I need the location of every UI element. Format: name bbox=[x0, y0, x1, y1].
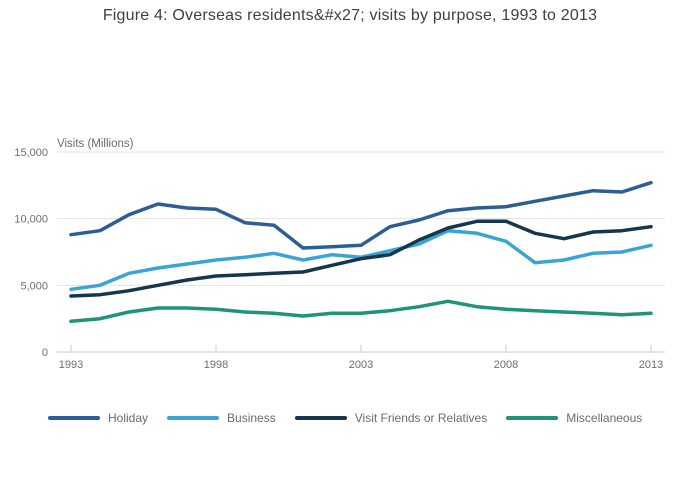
legend-swatch-visit-friends-or-relatives bbox=[294, 416, 347, 420]
y-tick-label: 10,000 bbox=[14, 214, 48, 226]
legend-label: Miscellaneous bbox=[566, 411, 643, 425]
chart-legend: Holiday Business Visit Friends or Relative… bbox=[48, 411, 661, 425]
legend-item-miscellaneous: Miscellaneous bbox=[506, 411, 642, 425]
legend-item-business: Business bbox=[167, 411, 276, 425]
x-tick-label: 2003 bbox=[349, 359, 373, 371]
legend-swatch-miscellaneous bbox=[506, 416, 559, 420]
x-tick-label: 2013 bbox=[639, 359, 663, 371]
legend-swatch-holiday bbox=[48, 416, 100, 420]
y-tick-label: 15,000 bbox=[14, 147, 48, 159]
x-tick-label: 1998 bbox=[204, 359, 228, 371]
series-line-visit-friends-or-relatives bbox=[69, 219, 653, 298]
legend-item-holiday: Holiday bbox=[48, 411, 148, 425]
y-tick-label: 0 bbox=[42, 347, 48, 359]
legend-label: Business bbox=[227, 411, 276, 425]
y-tick-label: 5,000 bbox=[20, 280, 48, 292]
series-line-miscellaneous bbox=[69, 299, 653, 324]
legend-label: Holiday bbox=[108, 411, 149, 425]
legend-swatch-business bbox=[167, 416, 220, 420]
chart-title: Figure 4: Overseas residents&#x27; visit… bbox=[102, 7, 598, 24]
series-line-holiday bbox=[69, 180, 653, 250]
legend-label: Visit Friends or Relatives bbox=[354, 411, 488, 425]
x-tick-label: 1993 bbox=[59, 359, 83, 371]
y-axis-title: Visits (Millions) bbox=[57, 138, 134, 150]
legend-item-visit-friends-or-relatives: Visit Friends or Relatives bbox=[294, 411, 488, 425]
x-tick-label: 2008 bbox=[494, 359, 518, 371]
